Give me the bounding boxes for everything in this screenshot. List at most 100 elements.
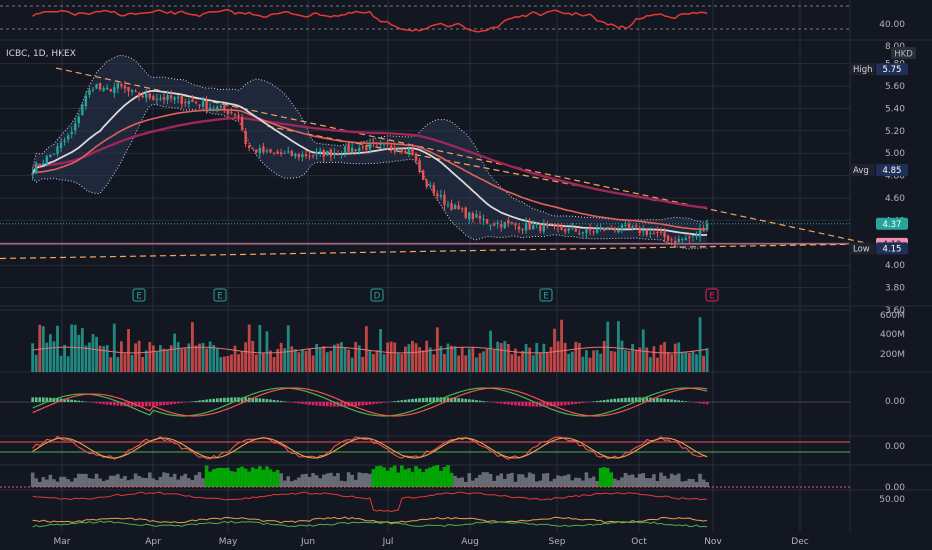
volume-bar [702,355,705,372]
candle-body [489,224,492,226]
candle-body [265,150,269,152]
oscillator-bar [364,473,369,487]
macd-histogram-bar [393,401,397,402]
volume-bar [457,355,461,372]
oscillator-bar [55,481,60,487]
volume-bar [141,356,145,372]
volume-bar [34,354,38,372]
volume-bar [609,350,613,372]
price-pane [0,54,871,260]
oscillator-bar [73,477,78,487]
oscillator-bar [684,480,688,487]
candle-body [670,239,673,241]
volume-bar [95,336,98,372]
candle-body [152,96,155,100]
volume-bar [251,340,255,372]
oscillator-bar [488,473,493,487]
oscillator-bar [581,480,585,487]
candle-body [414,153,418,161]
macd-histogram-bar [73,400,77,402]
candle-body [194,101,198,104]
oscillator-bar [456,477,461,487]
candle-body [695,235,698,237]
volume-bar [116,357,120,372]
oscillator-bar [250,467,255,487]
event-marker-box [370,288,384,302]
volume-bar [148,342,152,372]
rsi-tick-label: 40.00 [879,20,905,30]
candle-body [102,88,105,91]
macd-histogram-bar [599,400,602,402]
macd-histogram-bar [148,402,152,407]
volume-bar [567,353,571,372]
candle-body [191,99,194,102]
oscillator-bar [69,481,74,487]
oscillator-bar [176,479,180,487]
macd-histogram-bar [127,402,130,407]
macd-histogram-bar [41,397,45,402]
macd-histogram-bar [471,399,475,402]
macd-histogram-bar [411,398,414,402]
macd-histogram-bar [198,400,201,402]
oscillator-bar [80,473,85,487]
macd-histogram-bar [457,398,460,402]
volume-bar [283,348,287,372]
oscillator-bar [318,478,322,487]
indicator-line-1 [32,491,708,513]
oscillator-bar [226,467,230,487]
oscillator-bar [659,472,663,487]
volume-bar [70,324,74,372]
candle-body [492,224,496,226]
volume-bar [616,321,620,372]
oscillator-bar [48,474,53,487]
volume-bar [38,324,42,372]
candle-body [308,155,311,157]
oscillator-bar [701,479,706,487]
oscillator-bar [123,476,127,487]
macd-histogram-bar [475,400,478,402]
oscillator-bar [133,473,138,487]
oscillator-bar [687,478,692,487]
macd-histogram-bar [624,397,627,402]
candle-body [269,149,272,153]
volume-bar [354,342,358,372]
volume-bar [382,354,386,372]
oscillator-bar [520,474,525,487]
candle-body [365,146,368,151]
volume-bar [187,343,191,372]
macd-histogram-bar [453,397,457,402]
candle-body [74,123,77,131]
macd-histogram-bar [38,397,42,402]
macd-histogram-bar [63,398,66,402]
ema-long [32,116,708,209]
price-tick-label: 3.80 [885,284,905,294]
candle-body [205,100,208,109]
trendline-down [56,67,871,245]
macd-histogram-bar [659,398,663,402]
candle-body [634,225,638,227]
event-marker-label: E [709,292,714,302]
volume-bar [595,350,599,372]
volume-bar [73,324,77,372]
macd-histogram-bar [670,399,673,402]
candle-body [460,208,464,210]
volume-bar [240,350,244,372]
oscillator-bar [524,477,528,487]
volume-bar [659,344,663,372]
oscillator-bar [431,466,436,487]
volume-bar [123,353,127,372]
volume-bar [269,350,272,372]
macd-histogram-bar [663,398,666,402]
oscillator-bar [336,473,340,487]
oscillator-bar [510,472,514,487]
oscillator-bar [506,473,511,487]
volume-bar [198,343,201,372]
oscillator-bar [183,473,188,487]
month-label: Sep [549,537,566,547]
event-marker-label: E [217,292,222,302]
oscillator-bar [116,474,120,487]
oscillator-bar [648,478,653,487]
oscillator-bar [98,478,102,487]
volume-bar [80,328,84,372]
volume-bar [510,354,514,372]
